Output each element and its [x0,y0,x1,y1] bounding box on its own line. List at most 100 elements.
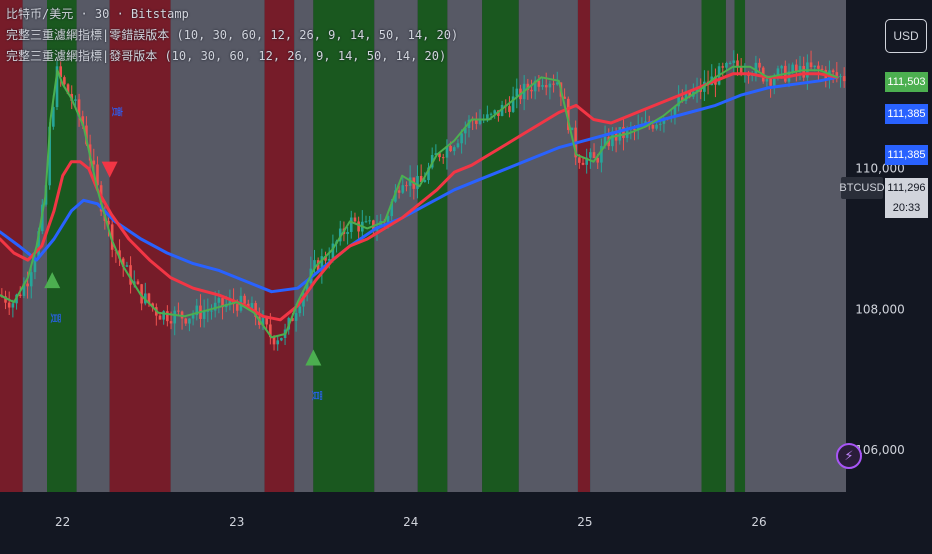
candle-body [305,283,309,294]
candle-body [611,131,614,147]
price-tag-mid: 111,385 [885,104,928,124]
candle-body [464,128,467,134]
candle-body [791,64,794,72]
candle-body [438,153,441,158]
candle-body [250,303,254,309]
candle-body [445,145,449,158]
zone-bull [734,0,746,492]
candle-body [581,162,585,165]
currency-button[interactable]: USD [885,19,927,53]
x-tick-label: 22 [55,515,70,529]
buy-signal-label: 買 [49,313,62,324]
candle-body [728,62,732,64]
candle-body [63,77,66,85]
zone-neutral [447,0,483,492]
candle-body [739,67,743,75]
candle-body [618,127,622,141]
candle-body [206,310,210,312]
candle-body [18,294,22,296]
candle-body [570,127,574,130]
candle-body [364,221,368,223]
candle-body [166,311,169,322]
x-tick-label: 23 [229,515,244,529]
candle-body [33,257,37,273]
zone-bear [264,0,295,492]
buy-signal-icon [44,272,61,289]
candle-body [48,126,51,186]
lightning-icon[interactable]: ⚡ [836,443,862,469]
candle-body [842,76,846,82]
slow-line [0,75,839,294]
y-tick-label: 106,000 [855,443,905,457]
candle-body [320,256,324,272]
candle-body [210,310,213,312]
candle-body [125,265,129,267]
candle-body [397,190,401,193]
symbol-tag: BTCUSD [839,177,885,199]
candle-body [11,303,15,308]
candle-body [456,143,460,148]
candle-body [798,65,802,72]
candle-body [195,305,199,316]
zone-neutral [294,0,314,492]
candle-body [26,283,29,287]
candle-body [765,78,769,82]
zone-neutral [374,0,418,492]
candle-body [419,175,423,182]
candle-body [379,220,382,228]
candle-body [489,113,493,115]
ma-lines [0,65,839,339]
candle-body [7,302,11,308]
candle-body [603,136,607,146]
zone-bear [109,0,171,492]
candle-body [592,152,596,158]
candle-body [346,231,349,235]
candle-body [537,80,541,87]
candle-body [280,337,283,341]
candle-body [213,302,217,311]
candle-body [129,265,132,285]
zone-neutral [170,0,265,492]
x-tick-label: 24 [403,515,418,529]
candle-body [353,217,357,222]
candle-body [795,64,798,72]
candle-body [662,118,666,124]
candle-body [441,157,445,159]
candle-body [110,224,114,250]
zone-neutral [76,0,110,492]
candle-body [416,175,419,189]
candle-body [688,91,691,97]
candle-body [809,62,813,68]
candle-body [162,311,165,320]
candle-body [327,259,331,261]
candle-body [202,311,206,319]
candle-body [780,65,783,69]
candle-body [552,83,555,85]
x-tick-label: 25 [577,515,592,529]
candle-body [324,256,327,261]
candle-body [121,258,125,267]
candle-body [460,133,463,144]
candle-body [658,123,662,125]
candle-body [151,303,154,308]
candle-body [265,317,268,325]
candle-body [566,98,570,130]
candle-body [684,91,688,101]
candle-body [349,217,353,232]
candle-body [338,228,342,242]
candle-body [817,65,820,69]
candle-body [66,84,70,94]
candle-body [736,60,739,68]
candle-body [173,310,177,324]
candle-body [147,293,151,304]
candle-body [81,116,85,126]
candle-body [294,313,298,321]
candle-body [228,299,232,305]
candle-body [802,65,805,78]
candle-body [55,66,59,108]
sell-signal-label: 賣 [111,106,125,117]
y-tick-label: 108,000 [855,302,905,316]
candle-body [188,318,191,324]
